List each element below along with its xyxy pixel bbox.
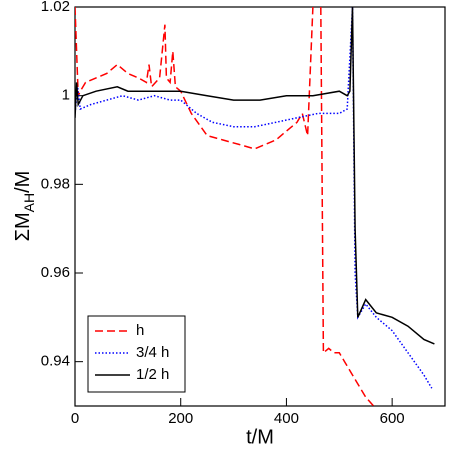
y-tick-label: 1 bbox=[62, 87, 70, 104]
series-line bbox=[75, 7, 435, 345]
legend-label: 1/2 h bbox=[136, 366, 169, 383]
y-tick-label: 0.96 bbox=[41, 264, 70, 281]
y-label-sub: AH bbox=[21, 193, 37, 212]
y-tick-label: 1.02 bbox=[41, 0, 70, 15]
plot-frame bbox=[74, 6, 446, 407]
y-label-main: ΣM bbox=[12, 212, 34, 241]
y-tick-label: 0.94 bbox=[41, 353, 70, 370]
series-line bbox=[75, 7, 433, 389]
legend-label: 3/4 h bbox=[136, 344, 169, 361]
x-axis-label: t/M bbox=[246, 426, 274, 448]
legend-box bbox=[87, 315, 186, 393]
x-tick-label: 200 bbox=[168, 410, 193, 427]
x-tick-label: 0 bbox=[71, 410, 79, 427]
y-label-tail: /M bbox=[12, 171, 34, 193]
legend-label: h bbox=[136, 322, 144, 339]
x-tick-label: 400 bbox=[274, 410, 299, 427]
plot-lines bbox=[75, 7, 435, 406]
x-tick-label: 600 bbox=[380, 410, 405, 427]
y-axis-label: ΣMAH/M bbox=[12, 171, 36, 242]
series-line bbox=[75, 7, 375, 406]
y-tick-label: 0.98 bbox=[41, 175, 70, 192]
